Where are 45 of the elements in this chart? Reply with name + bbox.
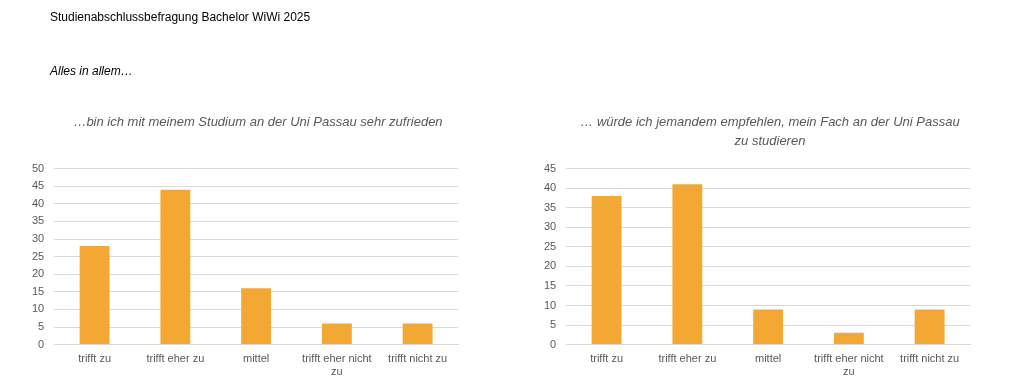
- y-tick-label: 35: [31, 214, 45, 227]
- bar: [833, 332, 864, 345]
- x-tick-label: trifft eher nicht zu: [814, 352, 884, 378]
- x-tick-label: trifft nicht zu: [388, 352, 448, 365]
- y-tick-label: 10: [31, 302, 45, 315]
- y-tick-label: 30: [543, 220, 557, 233]
- x-tick-label: trifft zu: [590, 352, 624, 365]
- y-tick-label: 40: [543, 181, 557, 194]
- y-tick-label: 10: [543, 298, 557, 311]
- y-tick-label: 15: [31, 284, 45, 297]
- bar: [672, 184, 703, 345]
- y-tick-label: 45: [543, 161, 557, 174]
- x-tick-label: trifft eher zu: [146, 352, 205, 365]
- y-tick-label: 25: [31, 249, 45, 262]
- y-tick-label: 5: [550, 318, 557, 331]
- y-tick-label: 20: [31, 267, 45, 280]
- bar: [914, 309, 945, 345]
- chart-title: …bin ich mit meinem Studium an der Uni Passau sehr zufrieden: [72, 113, 444, 131]
- x-tick-label: trifft eher nicht zu: [302, 352, 372, 378]
- y-tick-label: 20: [543, 259, 557, 272]
- bar: [79, 246, 110, 345]
- y-tick-label: 5: [38, 320, 45, 333]
- bar: [402, 323, 433, 345]
- text: Studienabschlussbefragung Bachelor WiWi 2025: [50, 10, 311, 24]
- text: Alles in allem…: [50, 64, 133, 78]
- y-tick-label: 30: [31, 232, 45, 245]
- y-tick-label: 0: [550, 337, 557, 350]
- bar: [591, 195, 622, 345]
- x-tick-label: trifft eher zu: [658, 352, 717, 365]
- x-tick-label: trifft nicht zu: [900, 352, 960, 365]
- x-tick-label: mittel: [754, 352, 782, 365]
- y-tick-label: 35: [543, 200, 557, 213]
- bar: [753, 309, 784, 345]
- y-tick-label: 45: [31, 179, 45, 192]
- x-tick-label: mittel: [242, 352, 270, 365]
- bar: [241, 288, 272, 345]
- y-tick-label: 40: [31, 196, 45, 209]
- y-tick-label: 0: [38, 337, 45, 350]
- y-tick-label: 15: [543, 278, 557, 291]
- chart-title: … würde ich jemandem empfehlen, mein Fach an der Uni Passau zu studieren: [580, 113, 960, 150]
- y-tick-label: 50: [31, 161, 45, 174]
- bar: [160, 189, 191, 345]
- x-tick-label: trifft zu: [78, 352, 112, 365]
- y-tick-label: 25: [543, 239, 557, 252]
- bar: [321, 323, 352, 345]
